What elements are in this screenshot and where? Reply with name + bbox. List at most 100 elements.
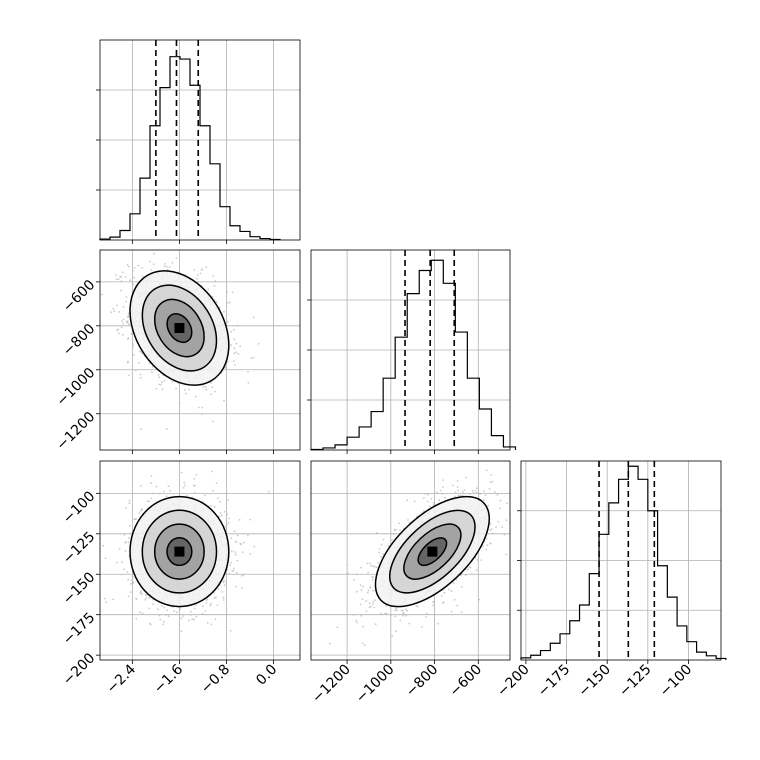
scatter-point (138, 361, 141, 364)
scatter-point (129, 591, 132, 593)
scatter-point (126, 321, 129, 324)
scatter-point (215, 596, 217, 599)
scatter-point (101, 293, 104, 296)
scatter-point (406, 499, 408, 502)
scatter-point (478, 598, 481, 601)
scatter-point (385, 612, 388, 615)
scatter-point (423, 497, 425, 499)
histogram-frame-1 (310, 249, 511, 451)
scatter-point (384, 612, 386, 615)
scatter-point (129, 532, 132, 535)
scatter-point (450, 610, 453, 613)
scatter-point (475, 487, 478, 489)
scatter-point (212, 490, 214, 492)
scatter-point (201, 268, 204, 271)
x-tick-label-0-2: −0.8 (198, 662, 233, 697)
scatter-point (494, 491, 496, 493)
scatter-point (448, 588, 450, 591)
scatter-point (416, 605, 419, 608)
scatter-point (466, 568, 469, 571)
scatter-point (205, 388, 208, 391)
scatter-point (128, 502, 131, 504)
scatter-point (184, 388, 186, 391)
scatter-point (117, 278, 120, 281)
scatter-point (124, 550, 127, 552)
scatter-point (137, 264, 140, 267)
scatter-point (505, 553, 508, 556)
scatter-point (138, 350, 141, 353)
scatter-point (380, 556, 383, 558)
scatter-point (233, 567, 235, 570)
scatter-point (491, 480, 494, 483)
scatter-point (210, 504, 213, 507)
scatter-point (484, 494, 487, 497)
scatter-point (472, 491, 475, 494)
scatter-point (451, 484, 454, 487)
scatter-point (116, 329, 119, 332)
scatter-point (460, 586, 463, 588)
scatter-point (193, 269, 196, 271)
y-tick-label-1-3: −600 (60, 277, 99, 316)
scatter-point (442, 601, 445, 604)
scatter-point (432, 501, 435, 504)
scatter-point (165, 265, 168, 268)
scatter-point (104, 557, 107, 560)
scatter-point (436, 491, 438, 494)
scatter-point (180, 617, 183, 620)
scatter-point (127, 338, 129, 341)
scatter-point (182, 487, 185, 489)
scatter-point (437, 622, 440, 625)
scatter-point (118, 548, 121, 550)
scatter-point (396, 609, 398, 612)
scatter-point (223, 310, 225, 313)
scatter-point (213, 285, 216, 287)
scatter-point (207, 288, 210, 291)
scatter-point (239, 345, 242, 348)
scatter-point (229, 629, 232, 632)
scatter-point (375, 532, 378, 534)
scatter-point (393, 533, 395, 536)
scatter-point (140, 428, 143, 430)
scatter-point (110, 311, 112, 314)
scatter-point (363, 644, 366, 647)
scatter-point (141, 612, 144, 615)
scatter-point (204, 386, 207, 388)
scatter-point (116, 561, 118, 564)
scatter-point (230, 330, 233, 333)
scatter-point (427, 493, 429, 496)
scatter-point (121, 573, 123, 576)
scatter-point (233, 352, 236, 355)
scatter-point (120, 280, 123, 283)
scatter-point (222, 581, 225, 584)
scatter-point (135, 598, 138, 600)
scatter-point (366, 562, 369, 565)
scatter-point (213, 597, 216, 600)
scatter-point (368, 602, 371, 605)
scatter-point (453, 598, 456, 601)
scatter-point (167, 485, 170, 488)
scatter-point (424, 616, 427, 618)
scatter-point (486, 544, 489, 547)
scatter-panel-0-2 (100, 461, 300, 660)
scatter-point (367, 571, 369, 574)
scatter-point (162, 623, 165, 626)
scatter-point (225, 581, 228, 584)
scatter-point (356, 573, 358, 576)
scatter-point (140, 509, 143, 511)
scatter-point (121, 561, 123, 564)
scatter-point (128, 323, 130, 326)
scatter-point (210, 393, 213, 396)
scatter-point (138, 512, 141, 515)
scatter-point (407, 519, 409, 521)
scatter-point (480, 559, 483, 561)
scatter-point (223, 579, 226, 582)
scatter-point (373, 565, 376, 568)
histogram-frame-2 (520, 460, 722, 661)
scatter-point (491, 532, 494, 535)
scatter-point (163, 380, 166, 382)
scatter-point (368, 606, 371, 609)
scatter-point (205, 601, 208, 604)
scatter-point (191, 618, 194, 621)
scatter-point (122, 333, 124, 336)
scatter-point (203, 494, 206, 497)
